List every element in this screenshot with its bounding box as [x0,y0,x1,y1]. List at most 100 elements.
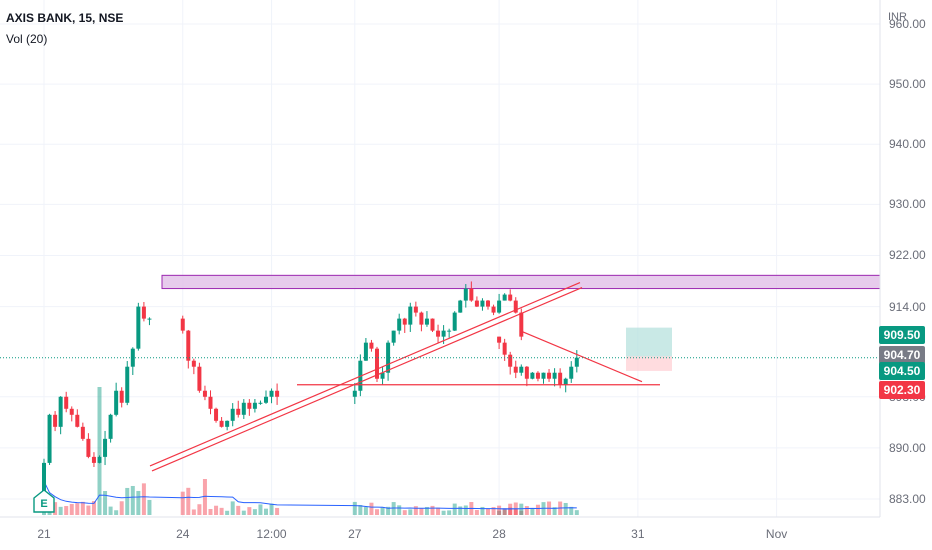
candle[interactable] [108,413,113,443]
candle-body [508,294,513,301]
rising-trendline-parallel[interactable] [151,286,583,472]
candle[interactable] [252,398,257,413]
volume-layer [42,387,579,515]
candle[interactable] [458,299,463,313]
candle-body [491,306,496,313]
candle[interactable] [452,311,457,331]
candle[interactable] [103,430,108,466]
candle[interactable] [447,328,452,338]
candle[interactable] [397,313,402,335]
candle[interactable] [474,296,479,308]
candle[interactable] [197,362,202,393]
volume-bar [103,491,108,515]
candle[interactable] [463,284,468,308]
candle[interactable] [230,403,235,427]
volume-bar [519,503,524,515]
candle[interactable] [491,304,496,316]
candle[interactable] [524,366,529,387]
volume-bar [424,506,429,515]
candle[interactable] [469,281,474,302]
candle[interactable] [480,298,485,311]
candle[interactable] [569,361,574,383]
candle[interactable] [264,390,268,404]
position-loss-zone[interactable] [626,356,672,371]
candle[interactable] [497,336,502,350]
candle[interactable] [208,390,213,415]
candle[interactable] [125,361,130,406]
candle[interactable] [219,417,224,428]
candle[interactable] [486,300,490,310]
candle[interactable] [547,369,552,382]
candle[interactable] [225,420,230,431]
candle[interactable] [69,406,74,422]
candle[interactable] [530,372,535,380]
candle[interactable] [236,400,241,418]
earnings-icon [33,489,55,513]
candle[interactable] [369,339,374,352]
candle[interactable] [202,385,207,401]
candle[interactable] [497,293,502,314]
candle[interactable] [419,311,424,332]
volume-bar [247,507,252,515]
candle[interactable] [413,301,418,317]
candle[interactable] [375,346,379,383]
x-tick-label: 21 [37,527,51,541]
resistance-zone[interactable] [161,274,881,290]
candle[interactable] [114,382,119,417]
candle[interactable] [75,409,80,428]
candle[interactable] [363,337,368,361]
candle[interactable] [258,400,263,405]
candle[interactable] [119,387,124,408]
earnings-marker[interactable]: E [33,489,55,513]
candle[interactable] [535,371,540,382]
candle[interactable] [130,347,135,376]
candle[interactable] [391,330,396,346]
candle[interactable] [97,455,102,464]
candle[interactable] [430,318,435,332]
candle[interactable] [502,293,507,301]
candle[interactable] [136,302,141,351]
candle[interactable] [513,360,518,379]
candle[interactable] [247,399,252,416]
candle[interactable] [552,368,557,387]
candle[interactable] [186,329,191,369]
candle[interactable] [519,364,524,376]
falling-trendline[interactable] [519,330,643,383]
candle-body [191,360,196,367]
candle[interactable] [214,407,219,423]
position-profit-zone[interactable] [626,327,672,357]
candle[interactable] [436,324,441,343]
candle[interactable] [408,302,413,332]
candle[interactable] [91,452,96,467]
candle[interactable] [424,311,429,327]
candle[interactable] [53,411,58,432]
candle[interactable] [386,340,391,381]
candle[interactable] [352,382,357,405]
candle[interactable] [508,351,513,375]
candle[interactable] [513,297,518,314]
candle[interactable] [269,388,274,404]
candle[interactable] [508,289,513,302]
volume-bar [97,387,102,515]
candle-body [513,300,518,313]
volume-indicator-label[interactable]: Vol (20) [6,32,48,46]
candle[interactable] [402,317,407,333]
candle[interactable] [191,358,196,375]
candle[interactable] [380,366,385,385]
rising-trendline[interactable] [149,281,581,467]
candle-body [230,408,235,421]
candle[interactable] [541,372,546,384]
candle[interactable] [47,413,52,465]
candle[interactable] [80,422,85,441]
candle[interactable] [180,315,185,334]
candle[interactable] [275,383,280,405]
candle[interactable] [86,433,91,459]
symbol-title[interactable]: AXIS BANK, 15, NSE [6,11,124,25]
candle[interactable] [58,396,63,435]
candle[interactable] [141,301,146,322]
candle-body [547,372,552,379]
candle[interactable] [147,317,152,326]
candle[interactable] [241,399,246,419]
candle[interactable] [64,391,69,413]
